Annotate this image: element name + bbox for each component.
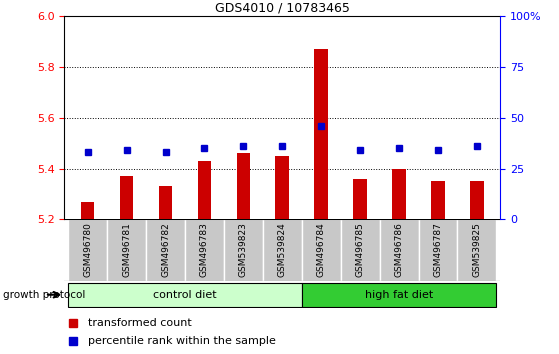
Bar	[302, 283, 496, 307]
Text: GSM496781: GSM496781	[122, 223, 131, 278]
Bar	[159, 187, 172, 219]
Bar	[146, 219, 185, 281]
Text: GSM496780: GSM496780	[83, 223, 92, 278]
Text: control diet: control diet	[153, 290, 217, 300]
Bar	[198, 161, 211, 219]
Bar	[392, 169, 406, 219]
Text: GSM539823: GSM539823	[239, 223, 248, 278]
Title: GDS4010 / 10783465: GDS4010 / 10783465	[215, 2, 350, 15]
Bar	[380, 219, 419, 281]
Text: GSM496787: GSM496787	[434, 223, 443, 278]
Bar	[340, 219, 380, 281]
Bar	[457, 219, 496, 281]
Bar	[107, 219, 146, 281]
Text: GSM496786: GSM496786	[395, 223, 404, 278]
Bar	[185, 219, 224, 281]
Text: GSM539824: GSM539824	[278, 223, 287, 277]
Text: GSM496784: GSM496784	[317, 223, 326, 277]
Bar	[353, 179, 367, 219]
Text: growth protocol: growth protocol	[3, 290, 85, 300]
Text: transformed count: transformed count	[88, 318, 192, 328]
Text: GSM496785: GSM496785	[356, 223, 364, 278]
Bar	[276, 156, 289, 219]
Bar	[419, 219, 457, 281]
Bar	[68, 219, 107, 281]
Bar	[470, 181, 484, 219]
Bar	[314, 49, 328, 219]
Bar	[236, 153, 250, 219]
Text: GSM539825: GSM539825	[472, 223, 481, 278]
Text: high fat diet: high fat diet	[365, 290, 433, 300]
Bar	[68, 283, 302, 307]
Bar	[81, 202, 94, 219]
Bar	[224, 219, 263, 281]
Text: GSM496782: GSM496782	[161, 223, 170, 277]
Text: GSM496783: GSM496783	[200, 223, 209, 278]
Bar	[431, 181, 445, 219]
Bar	[120, 176, 134, 219]
Bar	[302, 219, 340, 281]
Bar	[263, 219, 302, 281]
Text: percentile rank within the sample: percentile rank within the sample	[88, 336, 276, 346]
